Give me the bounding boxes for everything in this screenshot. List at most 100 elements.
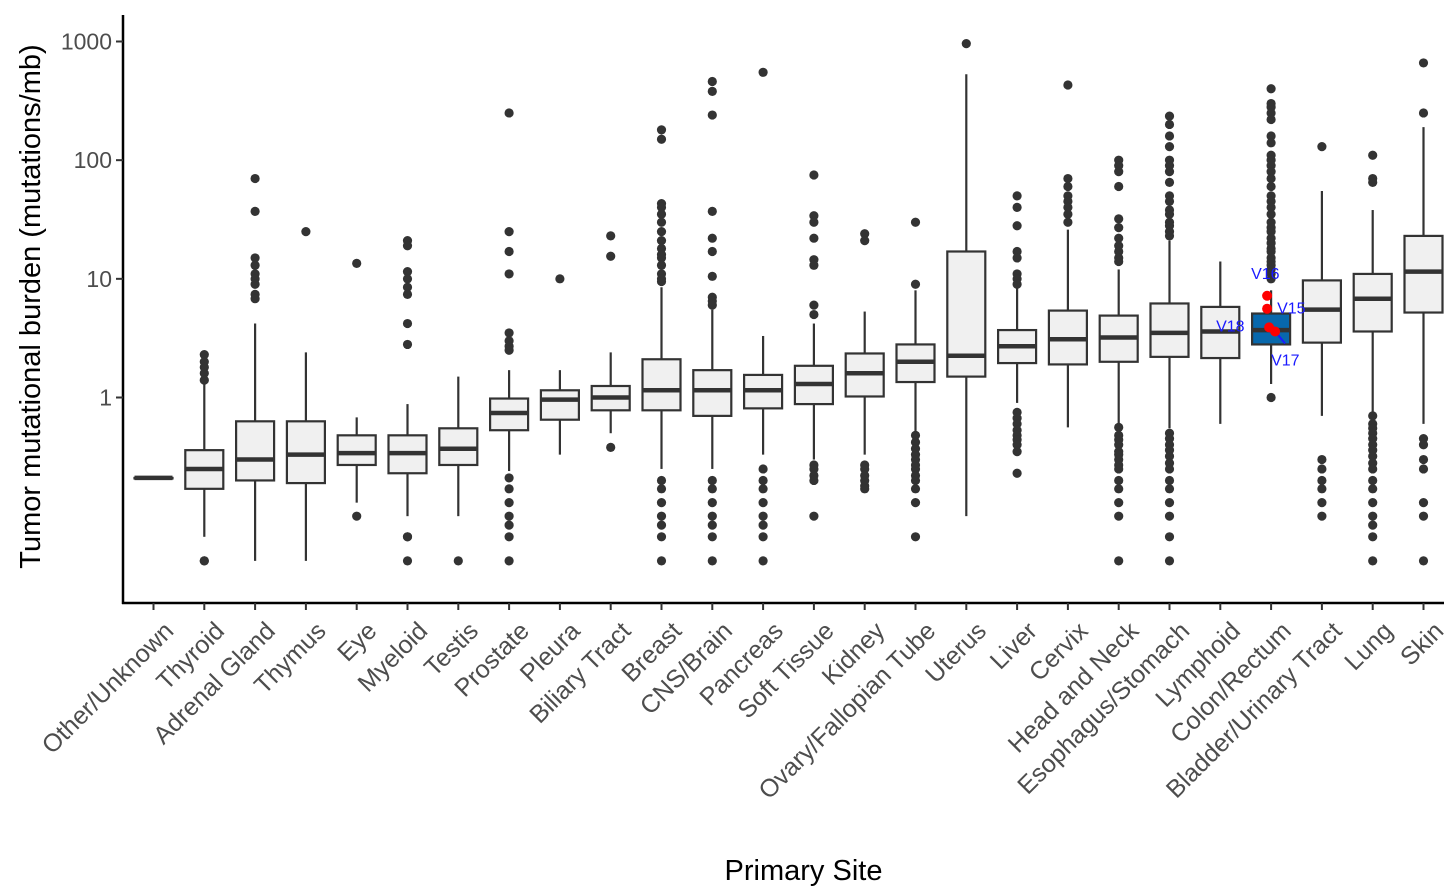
outlier-point [758, 498, 768, 508]
outlier-point [860, 235, 870, 246]
outlier-point [1164, 532, 1175, 542]
outlier-point [1418, 556, 1429, 566]
box-cervix [1047, 80, 1089, 428]
outlier-point [250, 206, 260, 217]
outlier-point [1164, 464, 1175, 474]
outlier-point [1266, 114, 1276, 125]
outlier-point [656, 227, 667, 237]
outlier-point [504, 227, 514, 237]
box-iqr [235, 420, 276, 482]
outlier-point [1368, 556, 1378, 566]
outlier-point [758, 464, 768, 474]
outlier-point [656, 276, 667, 287]
x-tick-label: Lung [1339, 617, 1398, 676]
box-breast [641, 125, 682, 566]
box-lymphoid [1200, 261, 1241, 424]
outlier-point [809, 233, 819, 243]
outlier-point [402, 556, 413, 566]
outlier-point [707, 556, 717, 566]
outlier-point [809, 464, 819, 474]
outlier-point [1114, 511, 1124, 521]
outlier-point [1418, 58, 1429, 68]
outlier-point [504, 473, 514, 483]
outlier-point [1317, 464, 1327, 474]
outlier-point [1368, 464, 1378, 474]
outlier-point [1418, 454, 1429, 465]
box-eye [336, 258, 377, 521]
box-lung [1352, 150, 1393, 566]
outlier-point [707, 498, 717, 508]
outlier-point [402, 318, 413, 329]
outlier-point [1063, 80, 1073, 90]
outlier-point [656, 253, 667, 263]
outlier-point [758, 520, 768, 530]
outlier-point [910, 475, 921, 486]
outlier-point [656, 520, 667, 530]
outlier-point [1012, 419, 1022, 429]
outlier-point [656, 202, 667, 212]
outlier-point [656, 235, 667, 246]
outlier-point [707, 233, 717, 243]
outlier-point [250, 260, 260, 270]
outlier-point [1012, 246, 1022, 257]
outlier-point [656, 475, 667, 486]
outlier-point [910, 279, 921, 289]
outlier-point [1114, 167, 1124, 177]
outlier-point [1164, 231, 1175, 241]
outlier-point [1063, 173, 1073, 184]
outlier-point [860, 464, 870, 474]
box-ovary-fallopian-tube [895, 217, 936, 542]
outlier-point [707, 520, 717, 530]
sample-point-v17 [1270, 326, 1281, 337]
box-uterus [946, 39, 987, 517]
box-cns-brain [692, 76, 733, 566]
outlier-point [504, 246, 514, 257]
outlier-point [402, 282, 413, 292]
outlier-point [656, 484, 667, 494]
outlier-point [301, 227, 311, 237]
outlier-point [656, 511, 667, 521]
outlier-point [402, 532, 413, 542]
outlier-point [860, 484, 870, 494]
outlier-point [250, 253, 260, 263]
outlier-point [910, 484, 921, 494]
sample-point-v16 [1262, 290, 1273, 301]
outlier-point [1114, 233, 1124, 243]
outlier-point [402, 267, 413, 277]
outlier-point [758, 556, 768, 566]
outlier-point [758, 532, 768, 542]
outlier-point [1317, 498, 1327, 508]
outlier-point [1164, 511, 1175, 521]
outlier-point [809, 475, 819, 486]
outlier-point [1368, 150, 1378, 160]
outlier-point [1368, 520, 1378, 530]
box-bladder-urinary-tract [1301, 142, 1343, 521]
outlier-point [809, 309, 819, 320]
outlier-point [1164, 556, 1175, 566]
outlier-point [250, 279, 260, 289]
box-kidney [844, 229, 885, 494]
outlier-point [809, 170, 819, 180]
outlier-point [707, 484, 717, 494]
outlier-point [1012, 447, 1022, 457]
outlier-point [199, 368, 209, 378]
outlier-point [707, 110, 717, 120]
outlier-point [910, 217, 921, 227]
box-adrenal-gland [235, 173, 276, 561]
box-pancreas [742, 67, 784, 566]
outlier-point [402, 289, 413, 299]
outlier-point [1266, 181, 1276, 192]
outlier-point [1266, 167, 1276, 177]
outlier-point [656, 125, 667, 135]
outlier-point [1164, 111, 1175, 121]
outlier-point [1164, 167, 1175, 177]
outlier-point [1266, 209, 1276, 219]
outlier-point [1266, 173, 1276, 184]
x-axis-title: Primary Site [725, 855, 883, 887]
outlier-point [1114, 464, 1124, 474]
outlier-point [199, 556, 209, 566]
outlier-point [1317, 454, 1327, 465]
outlier-point [1266, 202, 1276, 212]
outlier-point [1418, 511, 1429, 521]
